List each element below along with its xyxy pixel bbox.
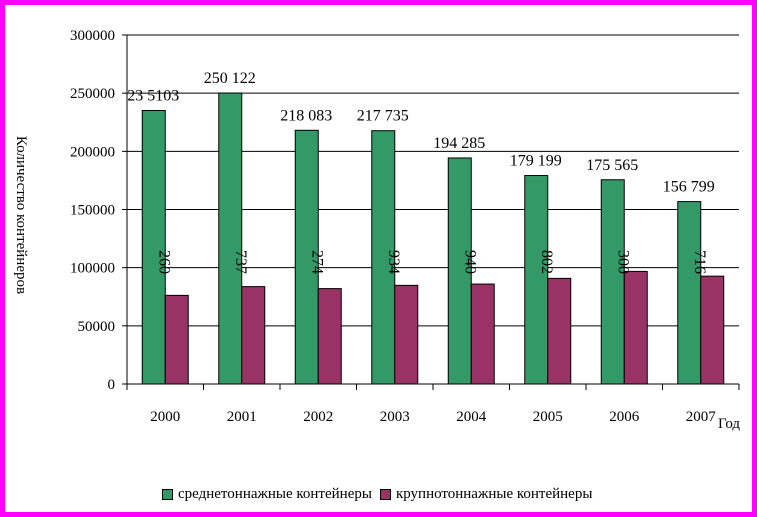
bar-medium (218, 92, 243, 385)
data-label-medium: 179 199 (510, 153, 562, 170)
y-tick-label: 250000 (70, 86, 115, 102)
bars (141, 92, 725, 385)
bar-medium (141, 109, 166, 385)
data-labels: 23 5103 250 122 218 083 217 735 194 285 179 1… (127, 70, 715, 274)
data-label-medium: 250 122 (204, 70, 256, 87)
legend: среднетоннажные контейнеры крупнотоннажн… (162, 486, 600, 503)
bar-large (164, 294, 189, 385)
data-label-medium: 217 735 (357, 108, 409, 125)
x-tick-label: 2006 (609, 409, 640, 425)
data-label-large: 737 (232, 250, 249, 274)
data-label-large: 300 (614, 250, 631, 274)
legend-item-medium: среднетоннажные контейнеры (162, 486, 372, 503)
x-tick-label: 2005 (533, 409, 563, 425)
bar-large (623, 270, 648, 385)
x-tick-label: 2004 (456, 409, 487, 425)
bar-large (547, 277, 572, 385)
y-axis-label: Количество контейнеров (13, 136, 29, 294)
x-tick-label: 2001 (227, 409, 257, 425)
legend-item-large: крупнотоннажные контейнеры (379, 486, 593, 503)
x-tick-label: 2000 (150, 409, 180, 425)
bar-medium (600, 179, 625, 385)
y-tick-label: 0 (108, 377, 116, 393)
y-tick-label: 50000 (78, 319, 116, 335)
bar-large (470, 283, 495, 385)
legend-label-large: крупнотоннажные контейнеры (395, 486, 593, 502)
legend-label-medium: среднетоннажные контейнеры (178, 486, 372, 502)
data-label-medium: 194 285 (433, 135, 485, 152)
data-label-large: 260 (155, 250, 172, 274)
x-axis-label: Год (718, 416, 740, 432)
data-label-medium: 175 565 (586, 157, 638, 174)
x-tick-labels: 2000 2001 2002 2003 2004 2005 2006 2007 (150, 409, 716, 425)
data-label-large: 940 (461, 250, 478, 274)
y-tick-labels: 0 50000 100000 150000 200000 250000 300000 (70, 28, 115, 393)
y-tick-label: 200000 (70, 144, 115, 160)
axes (122, 34, 740, 390)
legend-swatch-large (379, 489, 391, 500)
data-label-large: 716 (691, 250, 708, 274)
data-label-large: 802 (538, 250, 555, 274)
bar-medium (677, 201, 702, 385)
data-label-medium: 156 799 (663, 179, 715, 196)
bar-large (394, 284, 419, 385)
bar-large (241, 286, 266, 385)
data-label-large: 934 (385, 250, 402, 274)
x-tick-label: 2002 (303, 409, 333, 425)
legend-swatch-medium (162, 489, 173, 500)
data-label-medium: 23 5103 (127, 87, 179, 104)
y-tick-label: 300000 (70, 28, 115, 44)
bar-large (700, 275, 725, 385)
data-label-medium: 218 083 (280, 107, 332, 124)
x-tick-label: 2007 (686, 409, 717, 425)
y-tick-label: 150000 (70, 203, 115, 219)
y-tick-label: 100000 (70, 261, 115, 277)
bar-large (317, 288, 342, 385)
data-label-large: 274 (308, 250, 325, 274)
x-tick-label: 2003 (380, 409, 410, 425)
bar-medium (524, 175, 549, 385)
